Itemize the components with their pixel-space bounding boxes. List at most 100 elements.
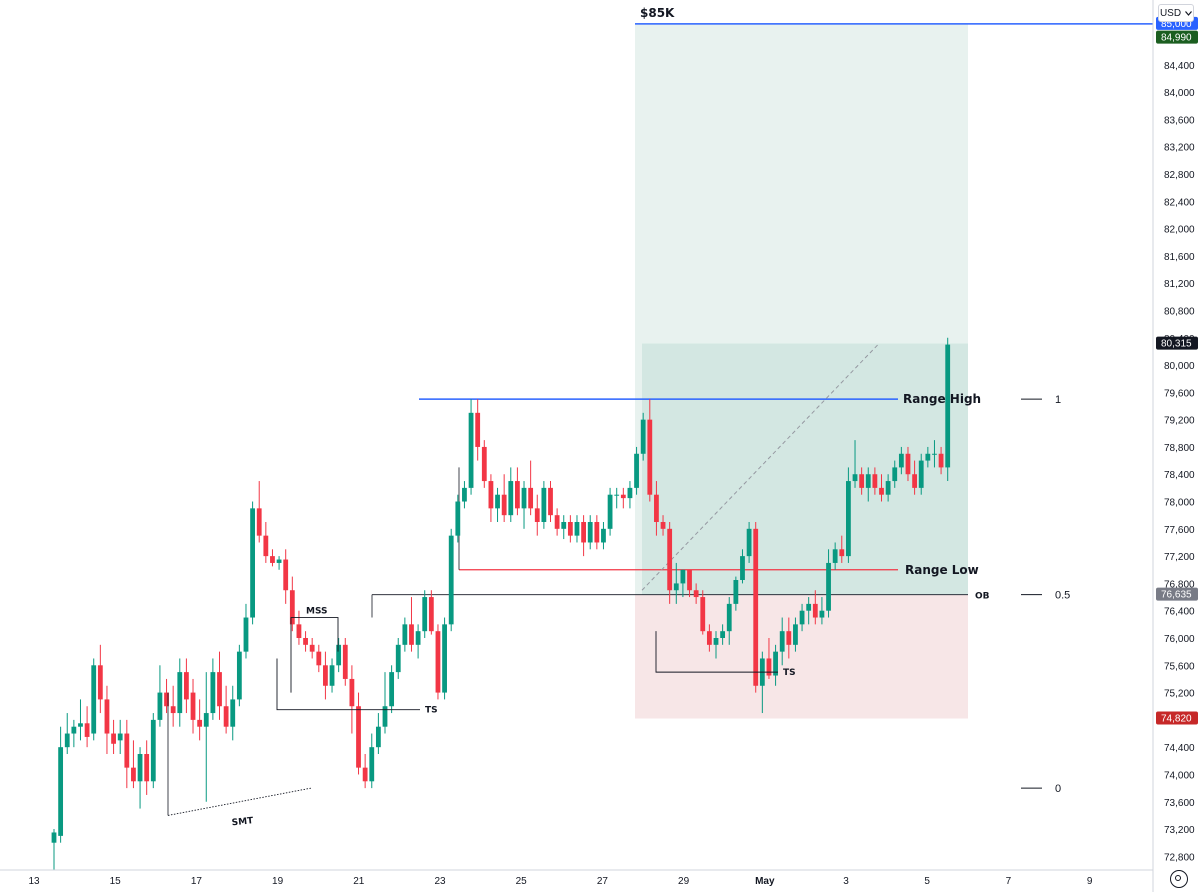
price-tick-label: 73,200 [1164, 825, 1195, 836]
candle-body [303, 638, 308, 645]
time-tick-label: 27 [597, 876, 609, 887]
candle-body [382, 706, 388, 727]
price-tick-label: 79,600 [1164, 388, 1195, 399]
candle-body [528, 487, 534, 509]
price-axis[interactable]: 72,800 73,200 73,600 74,000 74,400 75,200 75,6… [1152, 0, 1198, 892]
candle-body [740, 556, 745, 580]
price-tick-label: 82,000 [1164, 225, 1195, 236]
time-tick-label: May [755, 876, 775, 887]
price-tick-label: 84,400 [1164, 61, 1195, 72]
candle-body [230, 699, 236, 727]
candle-body [654, 494, 659, 522]
time-tick-label: 19 [272, 876, 284, 887]
candle-body [289, 590, 295, 625]
candle-body [799, 610, 805, 625]
currency-selector[interactable]: USD [1158, 4, 1194, 22]
price-tick-label: 82,800 [1164, 170, 1195, 181]
candle-body [462, 487, 467, 502]
price-tick-label: 76,000 [1164, 634, 1195, 645]
price-badge [1156, 30, 1198, 44]
fib-level-label: 0.5 [1055, 590, 1070, 602]
candle-body [554, 515, 560, 529]
price-tick-label: 78,800 [1164, 443, 1195, 454]
candle-body [402, 624, 408, 645]
candle-body [826, 562, 831, 611]
price-badge [1156, 336, 1198, 350]
candle-body [892, 467, 898, 482]
candle-body [706, 631, 712, 645]
candle-body [746, 528, 752, 557]
candle-body [561, 522, 567, 529]
price-tick-label: 83,600 [1164, 115, 1195, 126]
time-tick-label: 3 [843, 876, 849, 887]
candle-body [594, 522, 600, 543]
range-low-label: Range Low [905, 563, 979, 577]
candle-body [276, 559, 282, 563]
candle-body [925, 453, 931, 461]
time-axis[interactable]: 13 15 17 19 21 23 25 27 29 May 3 5 7 9 [0, 869, 1153, 887]
candle-body [97, 665, 103, 700]
time-tick-label: 13 [28, 876, 40, 887]
candle-body [581, 522, 586, 543]
time-tick-label: 7 [1006, 876, 1012, 887]
candle-body [832, 549, 838, 563]
annotations: MSS TS TS SMT $85K Range High Range Low OB 1 0.5 0 [167, 6, 1070, 828]
target-85k-label: $85K [640, 6, 675, 20]
candle-body [270, 556, 275, 563]
candle-body [693, 590, 699, 598]
price-tick-label: 74,400 [1164, 743, 1195, 754]
candle-body [614, 494, 620, 496]
candle-body [323, 665, 328, 686]
price-badge-label: 74,820 [1161, 714, 1192, 725]
gear-icon[interactable] [1170, 870, 1188, 888]
candle-body [84, 723, 90, 737]
candle-body [574, 522, 580, 536]
candle-body [64, 733, 70, 748]
candle-body [137, 754, 143, 782]
candle-body [865, 474, 871, 488]
candle-body [296, 624, 302, 638]
candle-body [316, 651, 322, 666]
candle-body [144, 754, 150, 782]
price-tick-label: 82,400 [1164, 197, 1195, 208]
time-tick-label: 15 [110, 876, 122, 887]
candle-body [846, 481, 851, 557]
candle-body [806, 603, 812, 611]
price-tick-label: 75,600 [1164, 661, 1195, 672]
candle-body [567, 522, 573, 536]
candle-body [422, 597, 428, 632]
ts-label-1: TS [425, 706, 438, 716]
candle-body [203, 713, 209, 727]
candle-body [932, 453, 937, 455]
candle-body [766, 658, 772, 676]
candle-body [475, 412, 481, 447]
candle-body [104, 699, 110, 734]
time-tick-label: 25 [516, 876, 528, 887]
candle-body [587, 522, 593, 543]
candle-body [720, 631, 726, 638]
price-tick-label: 76,400 [1164, 607, 1195, 618]
candle-body [601, 528, 606, 543]
candle-body [620, 494, 626, 499]
range-high-label: Range High [903, 392, 981, 406]
candle-body [905, 453, 911, 475]
candle-body [700, 597, 706, 632]
candle-body [435, 631, 441, 693]
price-tick-label: 80,800 [1164, 306, 1195, 317]
candle-body [468, 412, 474, 488]
candle-body [852, 474, 858, 482]
candle-body [885, 481, 891, 495]
candle-body [256, 508, 262, 536]
price-tick-label: 78,400 [1164, 470, 1195, 481]
price-tick-label: 74,000 [1164, 770, 1195, 781]
price-badge [1156, 587, 1198, 601]
candle-body [918, 460, 924, 488]
candle-body [336, 644, 342, 666]
profit-zone [642, 343, 968, 595]
candle-body [501, 494, 507, 516]
candle-body [210, 672, 216, 714]
candle-body [263, 535, 269, 557]
fib-level-label: 1 [1055, 394, 1061, 406]
smt-dotted-line [167, 787, 312, 816]
